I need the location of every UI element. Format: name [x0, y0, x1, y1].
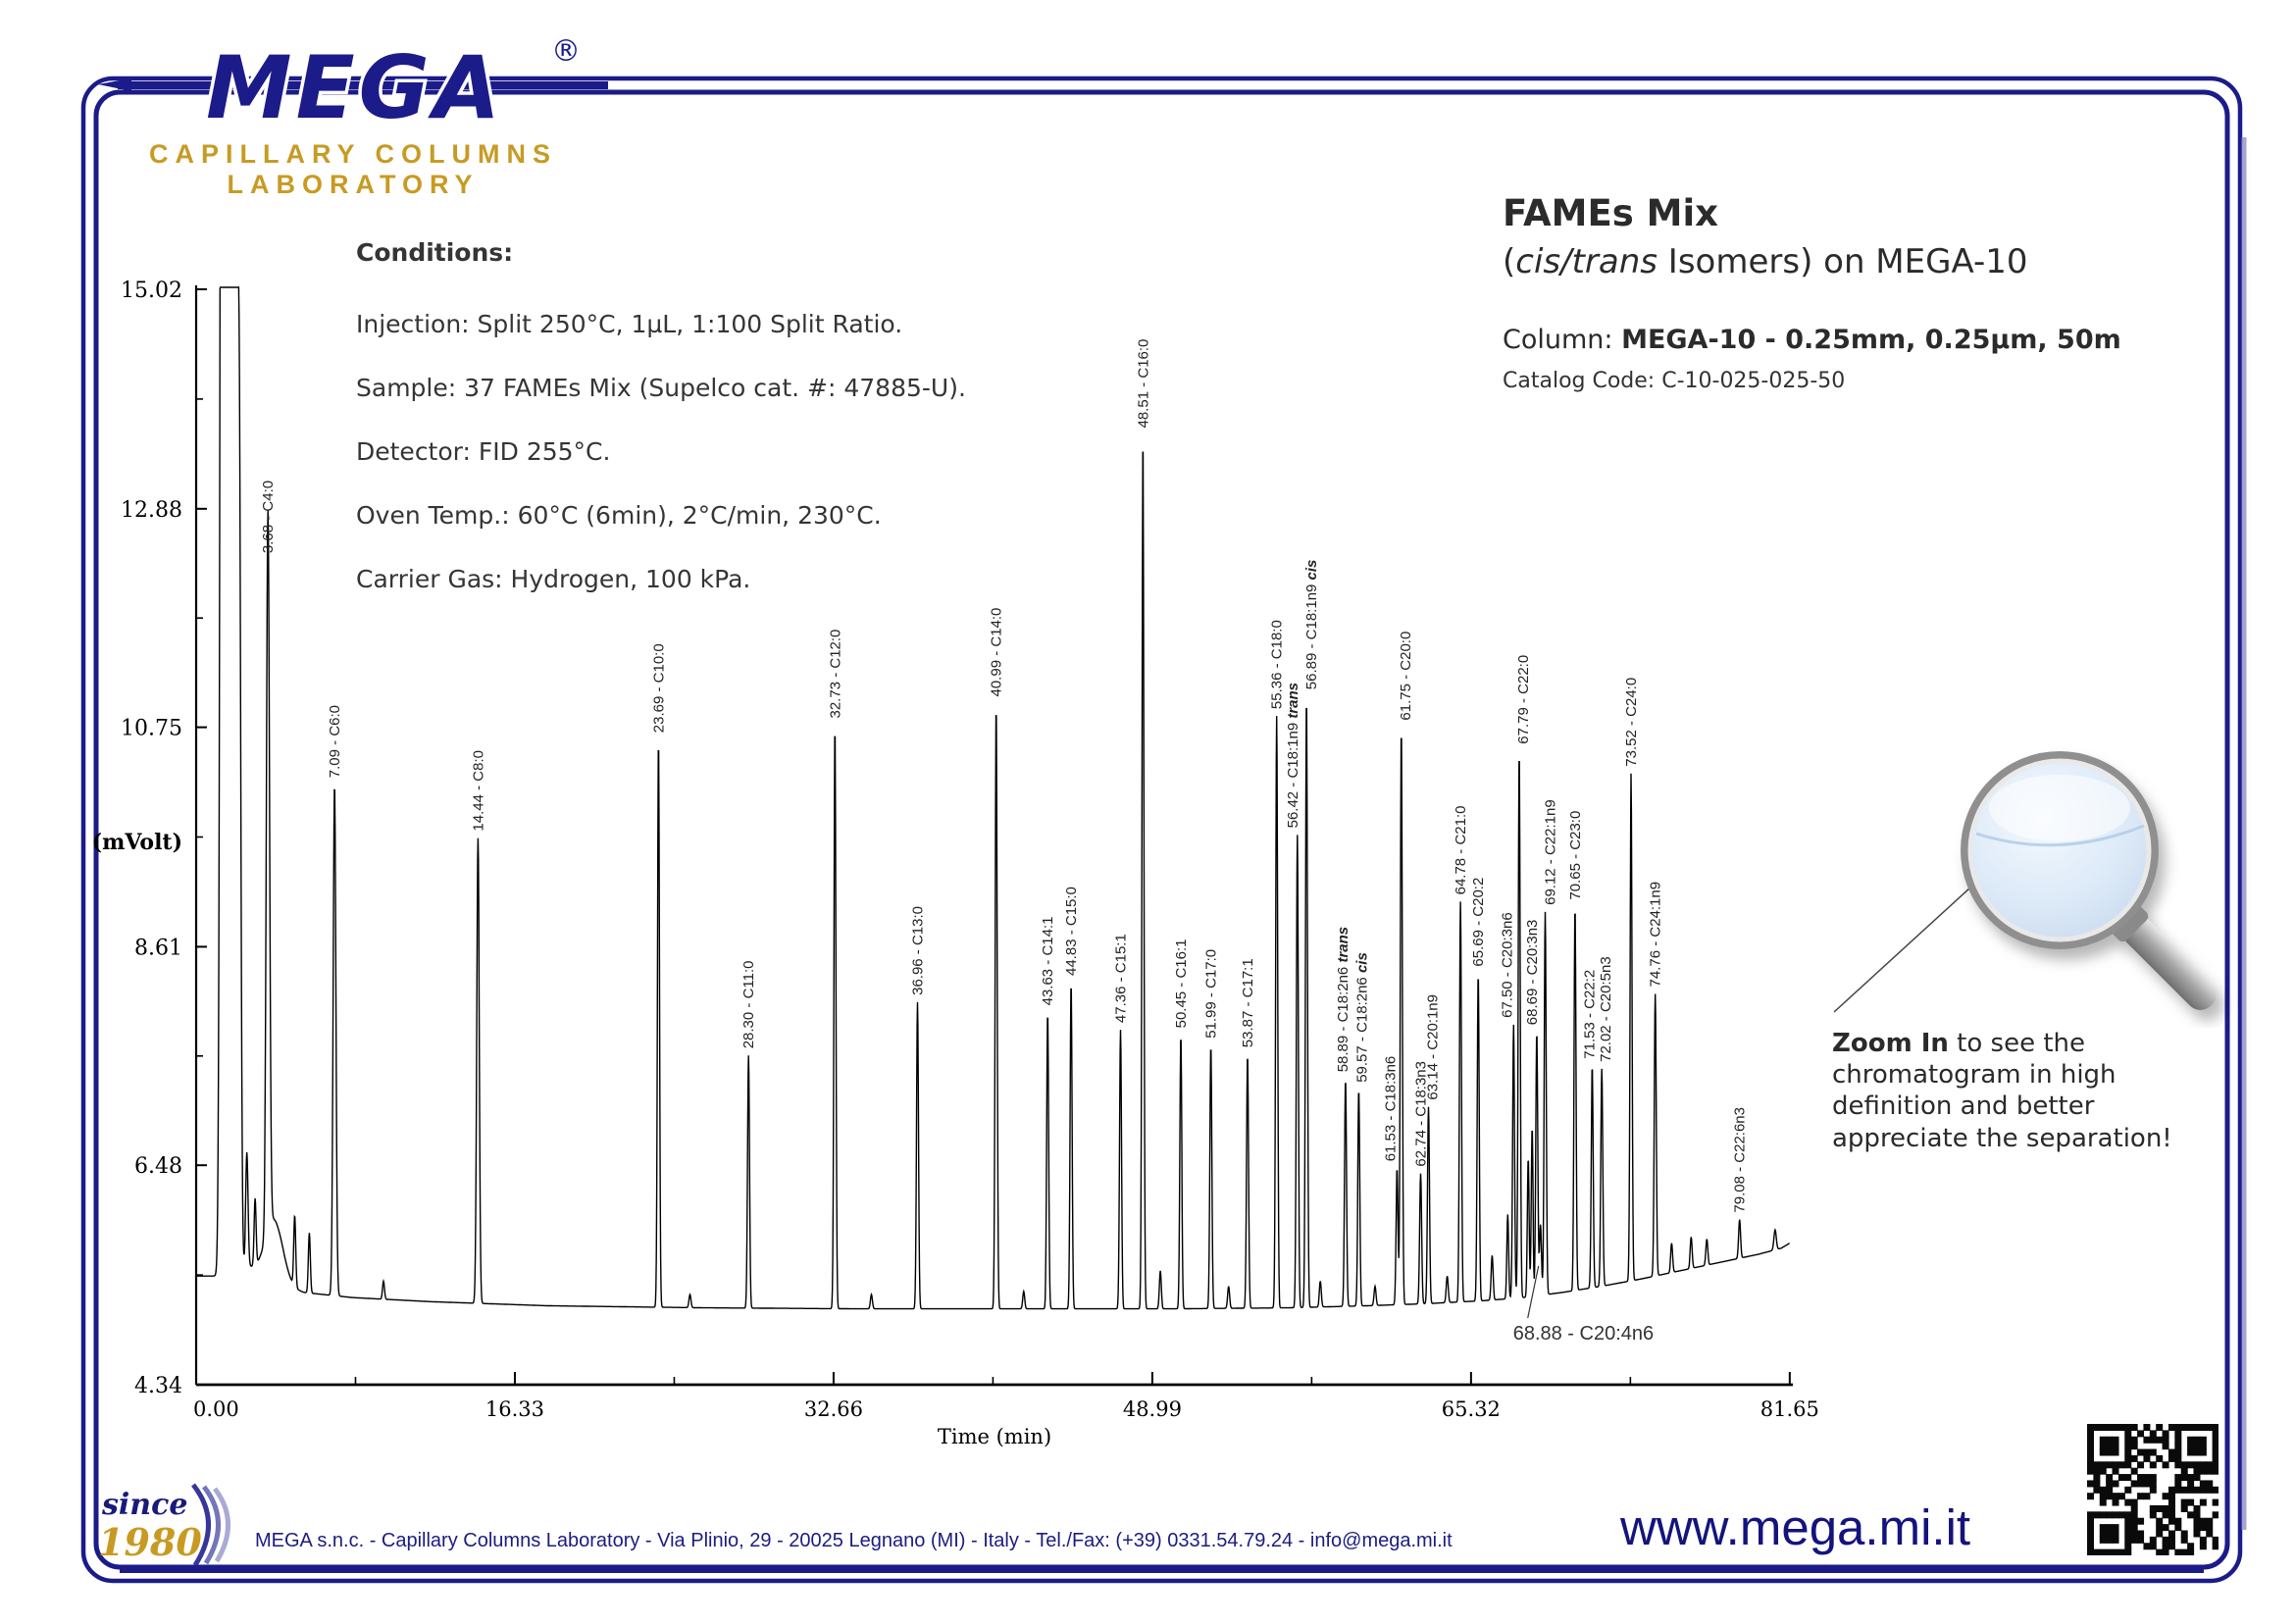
- subtitle-italic-cis-trans: cis/trans: [1515, 242, 1658, 281]
- svg-text:61.53 - C18:3n6: 61.53 - C18:3n6: [1382, 1056, 1399, 1162]
- svg-text:since: since: [101, 1488, 187, 1522]
- condition-injection: Injection: Split 250°C, 1µL, 1:100 Split…: [356, 310, 903, 338]
- svg-text:Time (min): Time (min): [938, 1425, 1051, 1448]
- svg-text:36.96 - C13:0: 36.96 - C13:0: [910, 906, 927, 995]
- condition-carrier-gas: Carrier Gas: Hydrogen, 100 kPa.: [356, 565, 751, 593]
- qr-code: [2087, 1424, 2218, 1555]
- column-spec-value: MEGA-10 - 0.25mm, 0.25µm, 50m: [1621, 325, 2121, 355]
- svg-text:8.61: 8.61: [134, 936, 182, 960]
- svg-text:65.69 - C20:2: 65.69 - C20:2: [1470, 878, 1487, 967]
- mega-logo: MEGA ® CAPILLARY COLUMNS LABORATORY: [98, 24, 608, 200]
- svg-text:14.44 - C8:0: 14.44 - C8:0: [470, 750, 486, 832]
- condition-detector: Detector: FID 255°C.: [356, 437, 611, 466]
- svg-text:69.12 - C22:1n9: 69.12 - C22:1n9: [1543, 799, 1559, 905]
- svg-text:70.65 - C23:0: 70.65 - C23:0: [1567, 811, 1584, 900]
- svg-text:68.88 - C20:4n6: 68.88 - C20:4n6: [1513, 1323, 1654, 1345]
- svg-text:0.00: 0.00: [193, 1397, 239, 1421]
- condition-sample: Sample: 37 FAMEs Mix (Supelco cat. #: 47…: [356, 374, 966, 402]
- title-block: FAMEs Mix (cis/trans Isomers) on MEGA-10…: [1503, 192, 2268, 393]
- svg-text:44.83 - C15:0: 44.83 - C15:0: [1063, 887, 1080, 976]
- svg-text:48.51 - C16:0: 48.51 - C16:0: [1135, 339, 1151, 429]
- svg-text:15.02: 15.02: [121, 279, 182, 303]
- svg-text:6.48: 6.48: [134, 1154, 182, 1179]
- zoom-note-bold: Zoom In: [1832, 1029, 1949, 1058]
- svg-text:50.45 - C16:1: 50.45 - C16:1: [1173, 939, 1190, 1028]
- svg-text:53.87 - C17:1: 53.87 - C17:1: [1240, 958, 1256, 1047]
- page-subtitle: (cis/trans Isomers) on MEGA-10: [1503, 242, 2028, 281]
- conditions-heading: Conditions:: [356, 238, 514, 267]
- zoom-note: Zoom In to see the chromatogram in high …: [1832, 1029, 2172, 1153]
- page-title: FAMEs Mix: [1503, 192, 1719, 234]
- svg-text:4.34: 4.34: [134, 1374, 182, 1398]
- svg-text:67.50 - C20:3n6: 67.50 - C20:3n6: [1499, 912, 1515, 1018]
- svg-text:67.79 - C22:0: 67.79 - C22:0: [1515, 655, 1532, 744]
- svg-text:28.30 - C11:0: 28.30 - C11:0: [740, 961, 757, 1049]
- svg-text:16.33: 16.33: [485, 1397, 544, 1421]
- footer-address: MEGA s.n.c. - Capillary Columns Laborato…: [255, 1530, 1453, 1551]
- svg-text:63.14 - C20:1n9: 63.14 - C20:1n9: [1425, 994, 1442, 1100]
- svg-text:®: ®: [551, 34, 581, 69]
- svg-text:10.75: 10.75: [121, 717, 182, 741]
- logo-subtitle-laboratory: LABORATORY: [227, 170, 480, 199]
- svg-text:65.32: 65.32: [1442, 1397, 1501, 1421]
- svg-text:79.08 - C22:6n3: 79.08 - C22:6n3: [1732, 1107, 1749, 1213]
- svg-text:47.36 - C15:1: 47.36 - C15:1: [1113, 934, 1130, 1023]
- svg-text:43.63 - C14:1: 43.63 - C14:1: [1040, 916, 1056, 1005]
- svg-text:56.89 - C18:1n9 cis: 56.89 - C18:1n9 cis: [1303, 560, 1320, 690]
- logo-subtitle-capillary-columns: CAPILLARY COLUMNS: [149, 139, 557, 169]
- conditions-block: Conditions: Injection: Split 250°C, 1µL,…: [356, 238, 1043, 629]
- svg-text:MEGA: MEGA: [206, 37, 504, 133]
- svg-text:40.99 - C14:0: 40.99 - C14:0: [989, 608, 1005, 697]
- svg-text:61.75 - C20:0: 61.75 - C20:0: [1398, 632, 1414, 721]
- svg-text:(mVolt): (mVolt): [92, 830, 182, 855]
- svg-text:68.69 - C20:3n3: 68.69 - C20:3n3: [1524, 920, 1541, 1026]
- svg-text:71.53 - C22:2: 71.53 - C22:2: [1581, 970, 1598, 1059]
- svg-text:64.78 - C21:0: 64.78 - C21:0: [1453, 805, 1469, 894]
- catalog-code: Catalog Code: C-10-025-025-50: [1503, 369, 1846, 393]
- svg-text:59.57 - C18:2n6 cis: 59.57 - C18:2n6 cis: [1353, 952, 1370, 1083]
- svg-text:32.73 - C12:0: 32.73 - C12:0: [827, 630, 843, 719]
- svg-text:48.99: 48.99: [1123, 1397, 1182, 1421]
- mega-logotype-icon: MEGA ®: [98, 34, 608, 142]
- svg-text:51.99 - C17:0: 51.99 - C17:0: [1203, 949, 1220, 1039]
- svg-text:1980: 1980: [98, 1520, 202, 1564]
- svg-text:56.42 - C18:1n9 trans: 56.42 - C18:1n9 trans: [1285, 683, 1301, 828]
- svg-text:23.69 - C10:0: 23.69 - C10:0: [650, 643, 667, 733]
- svg-text:73.52 - C24:0: 73.52 - C24:0: [1623, 678, 1640, 767]
- svg-text:58.89 - C18:2n6 trans: 58.89 - C18:2n6 trans: [1335, 927, 1352, 1072]
- svg-text:32.66: 32.66: [804, 1397, 863, 1421]
- column-spec: Column: MEGA-10 - 0.25mm, 0.25µm, 50m: [1503, 325, 2121, 355]
- svg-text:3.68 - C4:0: 3.68 - C4:0: [260, 481, 277, 553]
- svg-text:62.74 - C18:3n3: 62.74 - C18:3n3: [1413, 1061, 1430, 1167]
- svg-text:55.36 - C18:0: 55.36 - C18:0: [1269, 620, 1286, 709]
- condition-oven-temp: Oven Temp.: 60°C (6min), 2°C/min, 230°C.: [356, 501, 882, 530]
- svg-text:12.88: 12.88: [121, 498, 182, 523]
- website-link[interactable]: www.mega.mi.it: [1620, 1499, 1971, 1555]
- svg-text:74.76 - C24:1n9: 74.76 - C24:1n9: [1648, 882, 1664, 988]
- magnifier-icon: [1833, 751, 2217, 1013]
- svg-text:72.02 - C20:5n3: 72.02 - C20:5n3: [1598, 956, 1614, 1062]
- since-1980-logo: since 1980: [98, 1483, 230, 1567]
- svg-text:7.09 - C6:0: 7.09 - C6:0: [327, 705, 343, 778]
- svg-text:81.65: 81.65: [1760, 1397, 1819, 1421]
